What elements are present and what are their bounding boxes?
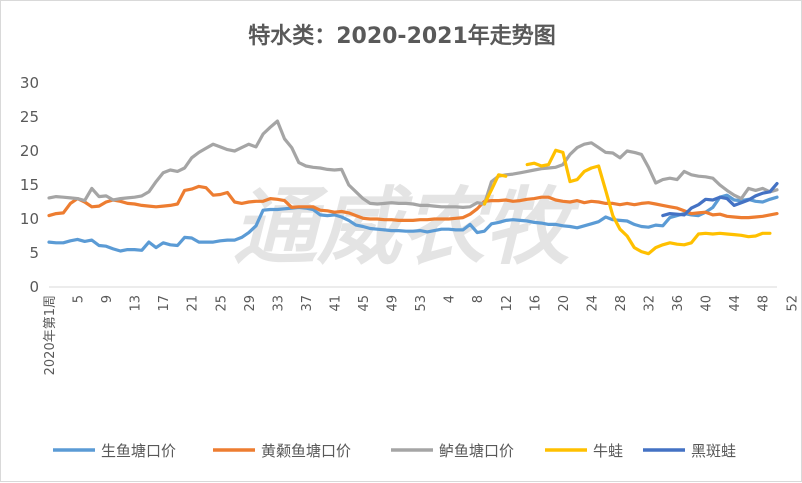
series-line xyxy=(661,182,779,218)
x-tick-label: 20 xyxy=(557,295,572,312)
x-tick-label: 32 xyxy=(643,295,658,312)
x-tick-label: 44 xyxy=(728,295,743,312)
y-tick-label: 10 xyxy=(20,210,39,228)
legend-label: 生鱼塘口价 xyxy=(101,442,176,460)
x-tick-label: 17 xyxy=(157,295,172,312)
legend-item: 黄颡鱼塘口价 xyxy=(213,442,351,460)
legend-label: 鲈鱼塘口价 xyxy=(439,442,514,460)
series-line xyxy=(47,193,779,253)
x-tick-label: 33 xyxy=(271,295,286,312)
x-tick-label: 48 xyxy=(757,295,772,312)
series-layer xyxy=(47,119,779,256)
x-tick-label: 5 xyxy=(72,295,87,303)
legend-item: 黑斑蛙 xyxy=(643,442,736,460)
x-tick-label: 45 xyxy=(357,295,372,312)
y-tick-label: 20 xyxy=(20,142,39,160)
series-4 xyxy=(482,148,772,256)
x-tick-label: 41 xyxy=(328,295,343,312)
x-tick-label: 49 xyxy=(386,295,401,312)
legend-label: 黄颡鱼塘口价 xyxy=(261,442,351,460)
legend-item: 生鱼塘口价 xyxy=(53,442,176,460)
series-line xyxy=(482,148,772,256)
x-tick-label-first: 2020年第1周 xyxy=(43,295,58,375)
series-line xyxy=(47,184,779,222)
x-tick-label: 16 xyxy=(528,295,543,312)
legend-item: 鲈鱼塘口价 xyxy=(391,442,514,460)
y-tick-label: 30 xyxy=(20,74,39,92)
watermark: 通威农牧 xyxy=(233,178,581,276)
x-tick-label: 8 xyxy=(471,295,486,303)
y-tick-label: 15 xyxy=(20,176,39,194)
y-tick-label: 0 xyxy=(29,278,39,296)
x-tick-label: 28 xyxy=(614,295,629,312)
x-tick-label: 29 xyxy=(243,295,258,312)
y-tick-label: 25 xyxy=(20,108,39,126)
series-5 xyxy=(661,182,779,218)
x-tick-label: 9 xyxy=(100,295,115,303)
chart-title: 特水类：2020-2021年走势图 xyxy=(248,23,556,49)
x-tick-label: 25 xyxy=(214,295,229,312)
x-tick-label: 36 xyxy=(671,295,686,312)
x-tick-label: 13 xyxy=(129,295,144,312)
y-tick-label: 5 xyxy=(29,244,39,262)
legend-label: 黑斑蛙 xyxy=(691,442,736,460)
series-3 xyxy=(47,119,779,209)
x-tick-label: 21 xyxy=(186,295,201,312)
x-tick-label: 40 xyxy=(700,295,715,312)
legend-item: 牛蛙 xyxy=(545,442,623,460)
x-tick-label: 12 xyxy=(500,295,515,312)
series-1 xyxy=(47,193,779,253)
legend: 生鱼塘口价 黄颡鱼塘口价 鲈鱼塘口价 牛蛙 黑斑蛙 xyxy=(53,442,736,460)
x-tick-label: 37 xyxy=(300,295,315,312)
series-2 xyxy=(47,184,779,222)
series-line xyxy=(47,119,779,209)
legend-label: 牛蛙 xyxy=(593,442,623,460)
x-tick-label: 4 xyxy=(443,295,458,303)
x-tick-label: 52 xyxy=(785,295,800,312)
x-tick-label: 53 xyxy=(414,295,429,312)
x-tick-label: 24 xyxy=(585,295,600,312)
